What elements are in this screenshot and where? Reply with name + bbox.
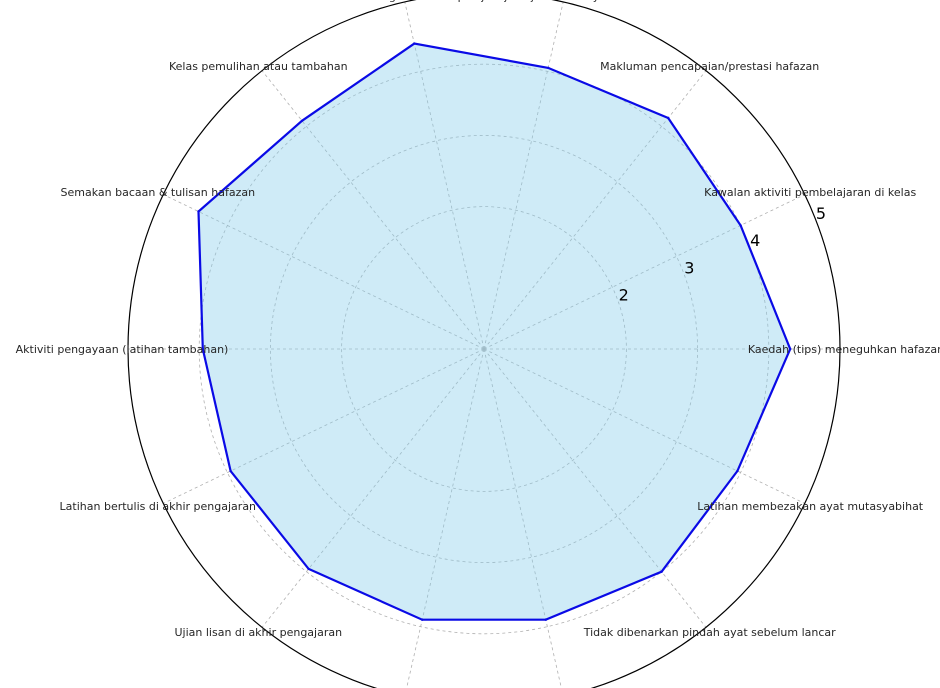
- spoke-9: [261, 348, 485, 628]
- data-point-8: [229, 469, 232, 473]
- spoke-5: [261, 70, 485, 350]
- category-label-2: Makluman pencapaian/prestasi hafazan: [600, 60, 819, 73]
- category-label-9: Ujian lisan di akhir pengajaran: [174, 626, 342, 639]
- data-point-13: [736, 469, 739, 473]
- category-label-12: Tidak dibenarkan pindah ayat sebelum lan…: [583, 626, 836, 639]
- data-point-7: [201, 347, 204, 351]
- radial-tick-0: 2: [619, 286, 629, 305]
- data-point-2: [667, 116, 670, 120]
- spoke-3: [483, 1, 564, 350]
- spoke-2: [483, 70, 707, 350]
- category-label-3: Tunjuk ajar teknik ayat sukar: [484, 0, 644, 3]
- radial-tick-2: 4: [750, 231, 760, 250]
- category-label-5: Kelas pemulihan atau tambahan: [169, 60, 348, 73]
- data-point-6: [197, 210, 200, 213]
- data-point-5: [300, 119, 304, 123]
- grid-ring-1: [269, 134, 699, 564]
- category-label-7: Aktiviti pengayaan (latihan tambahan): [16, 343, 229, 356]
- category-labels: Kaedah (tips) meneguhkan hafazan Kawalan …: [16, 0, 940, 639]
- category-label-8: Latihan bertulis di akhir pengajaran: [60, 500, 257, 513]
- outer-ring: [127, 0, 841, 688]
- radar-grid: [127, 0, 841, 688]
- grid-ring-2: [198, 63, 770, 635]
- data-point-0: [789, 347, 792, 351]
- category-label-0: Kaedah (tips) meneguhkan hafazan: [748, 343, 940, 356]
- spoke-12: [483, 348, 707, 628]
- category-label-13: Latihan membezakan ayat mutasyabihat: [697, 500, 924, 513]
- data-point-10: [421, 618, 424, 621]
- data-point-11: [544, 618, 547, 621]
- data-point-1: [739, 224, 742, 227]
- grid-ring-0: [341, 206, 627, 492]
- category-label-6: Semakan bacaan & tulisan hafazan: [61, 186, 256, 199]
- spoke-1: [483, 194, 805, 350]
- spoke-13: [483, 348, 805, 504]
- category-label-1: Kawalan aktiviti pembelajaran di kelas: [704, 186, 916, 199]
- data-point-9: [307, 567, 310, 571]
- spoke-11: [483, 348, 562, 688]
- spoke-6: [163, 194, 485, 350]
- radar-series: [197, 42, 792, 621]
- spoke-8: [163, 348, 485, 504]
- radial-tick-3: 5: [816, 204, 826, 223]
- spoke-10: [406, 348, 485, 688]
- data-point-3: [547, 66, 550, 70]
- data-point-12: [660, 570, 663, 573]
- category-label-4: Penentuan target hafazan pelajar: [311, 0, 496, 3]
- series-area-0: [198, 43, 791, 620]
- radial-tick-labels: 2 3 4 5: [619, 204, 826, 305]
- radial-tick-1: 3: [684, 258, 694, 277]
- spoke-4: [404, 1, 485, 350]
- data-point-4: [413, 42, 416, 45]
